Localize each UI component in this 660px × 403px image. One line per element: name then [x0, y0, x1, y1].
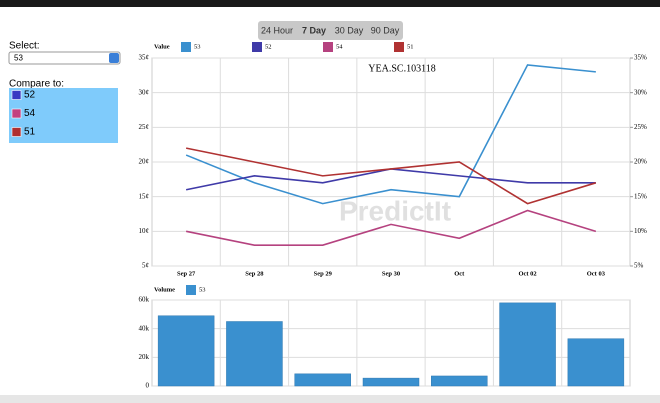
bar — [226, 321, 283, 387]
x-tick-label: Sep 30 — [382, 270, 400, 277]
x-tick-label: Oct — [454, 270, 465, 277]
series-line — [185, 64, 596, 205]
y2-tick-label: 30% — [634, 88, 647, 96]
compare-option[interactable]: 51 — [24, 127, 36, 138]
range-tab[interactable]: 90 Day — [371, 25, 400, 35]
legend-swatch — [252, 42, 262, 52]
y-tick-label: 25¢ — [139, 123, 150, 131]
select-value: 53 — [14, 54, 23, 63]
bar — [431, 375, 488, 387]
y-tick-label: 10¢ — [139, 227, 150, 235]
select-label: Select: — [9, 41, 40, 52]
bar — [362, 377, 420, 387]
y-tick-label: 20k — [139, 353, 150, 361]
legend-swatch — [323, 42, 333, 52]
range-tabs — [258, 21, 403, 40]
bar — [294, 373, 351, 387]
y2-tick-label: 20% — [634, 158, 647, 166]
series-line — [185, 209, 597, 246]
bar — [157, 315, 215, 387]
y-tick-label: 35¢ — [139, 54, 150, 62]
legend-label: 53 — [199, 286, 206, 293]
legend-label: 54 — [336, 43, 343, 50]
y-tick-label: 40k — [139, 324, 150, 332]
x-tick-label: Sep 29 — [314, 270, 333, 277]
range-tab[interactable]: 30 Day — [335, 25, 364, 35]
select-box[interactable] — [8, 51, 121, 65]
legend-swatch — [186, 285, 196, 295]
series-line — [185, 147, 597, 205]
plot-area — [151, 299, 631, 387]
y-tick-label: 15¢ — [139, 192, 150, 200]
bar — [499, 302, 556, 387]
compare-swatch[interactable] — [11, 90, 22, 100]
watermark: PredictIt — [339, 195, 451, 226]
x-tick-label: Oct 02 — [518, 270, 536, 277]
y2-tick-label: 10% — [634, 227, 647, 235]
y-tick-label: 30¢ — [139, 88, 150, 96]
bar — [567, 338, 625, 387]
y2-tick-label: 15% — [634, 192, 647, 200]
x-tick-label: Sep 28 — [245, 270, 264, 277]
y-tick-label: 20¢ — [139, 158, 150, 166]
compare-swatch[interactable] — [11, 108, 22, 119]
top-bar — [0, 0, 660, 7]
y2-tick-label: 25% — [634, 123, 647, 131]
x-tick-label: Oct 03 — [587, 270, 606, 277]
y2-tick-label: 5% — [634, 262, 644, 270]
chart-title: YEA.SC.103118 — [368, 63, 435, 74]
y-tick-label: 0 — [146, 382, 150, 390]
legend-swatch — [394, 42, 404, 52]
legend-label: 51 — [407, 43, 414, 50]
legend-title: Value — [154, 43, 170, 50]
compare-list — [9, 88, 118, 143]
select-arrow — [109, 53, 119, 63]
y-tick-label: 5¢ — [142, 262, 150, 270]
range-tab[interactable]: 24 Hour — [261, 25, 293, 35]
compare-option[interactable]: 54 — [24, 108, 36, 119]
legend-title: Volume — [154, 286, 175, 293]
compare-label: Compare to: — [9, 79, 64, 90]
y-tick-label: 60k — [139, 296, 150, 304]
legend-swatch — [181, 42, 191, 52]
compare-swatch[interactable] — [11, 127, 22, 137]
y2-tick-label: 35% — [634, 54, 647, 62]
x-tick-label: Sep 27 — [177, 270, 196, 277]
legend-label: 53 — [194, 43, 201, 50]
compare-option[interactable]: 52 — [24, 90, 36, 101]
legend-label: 52 — [265, 43, 272, 50]
range-tab[interactable]: 7 Day — [302, 25, 326, 35]
navigator — [0, 395, 660, 403]
